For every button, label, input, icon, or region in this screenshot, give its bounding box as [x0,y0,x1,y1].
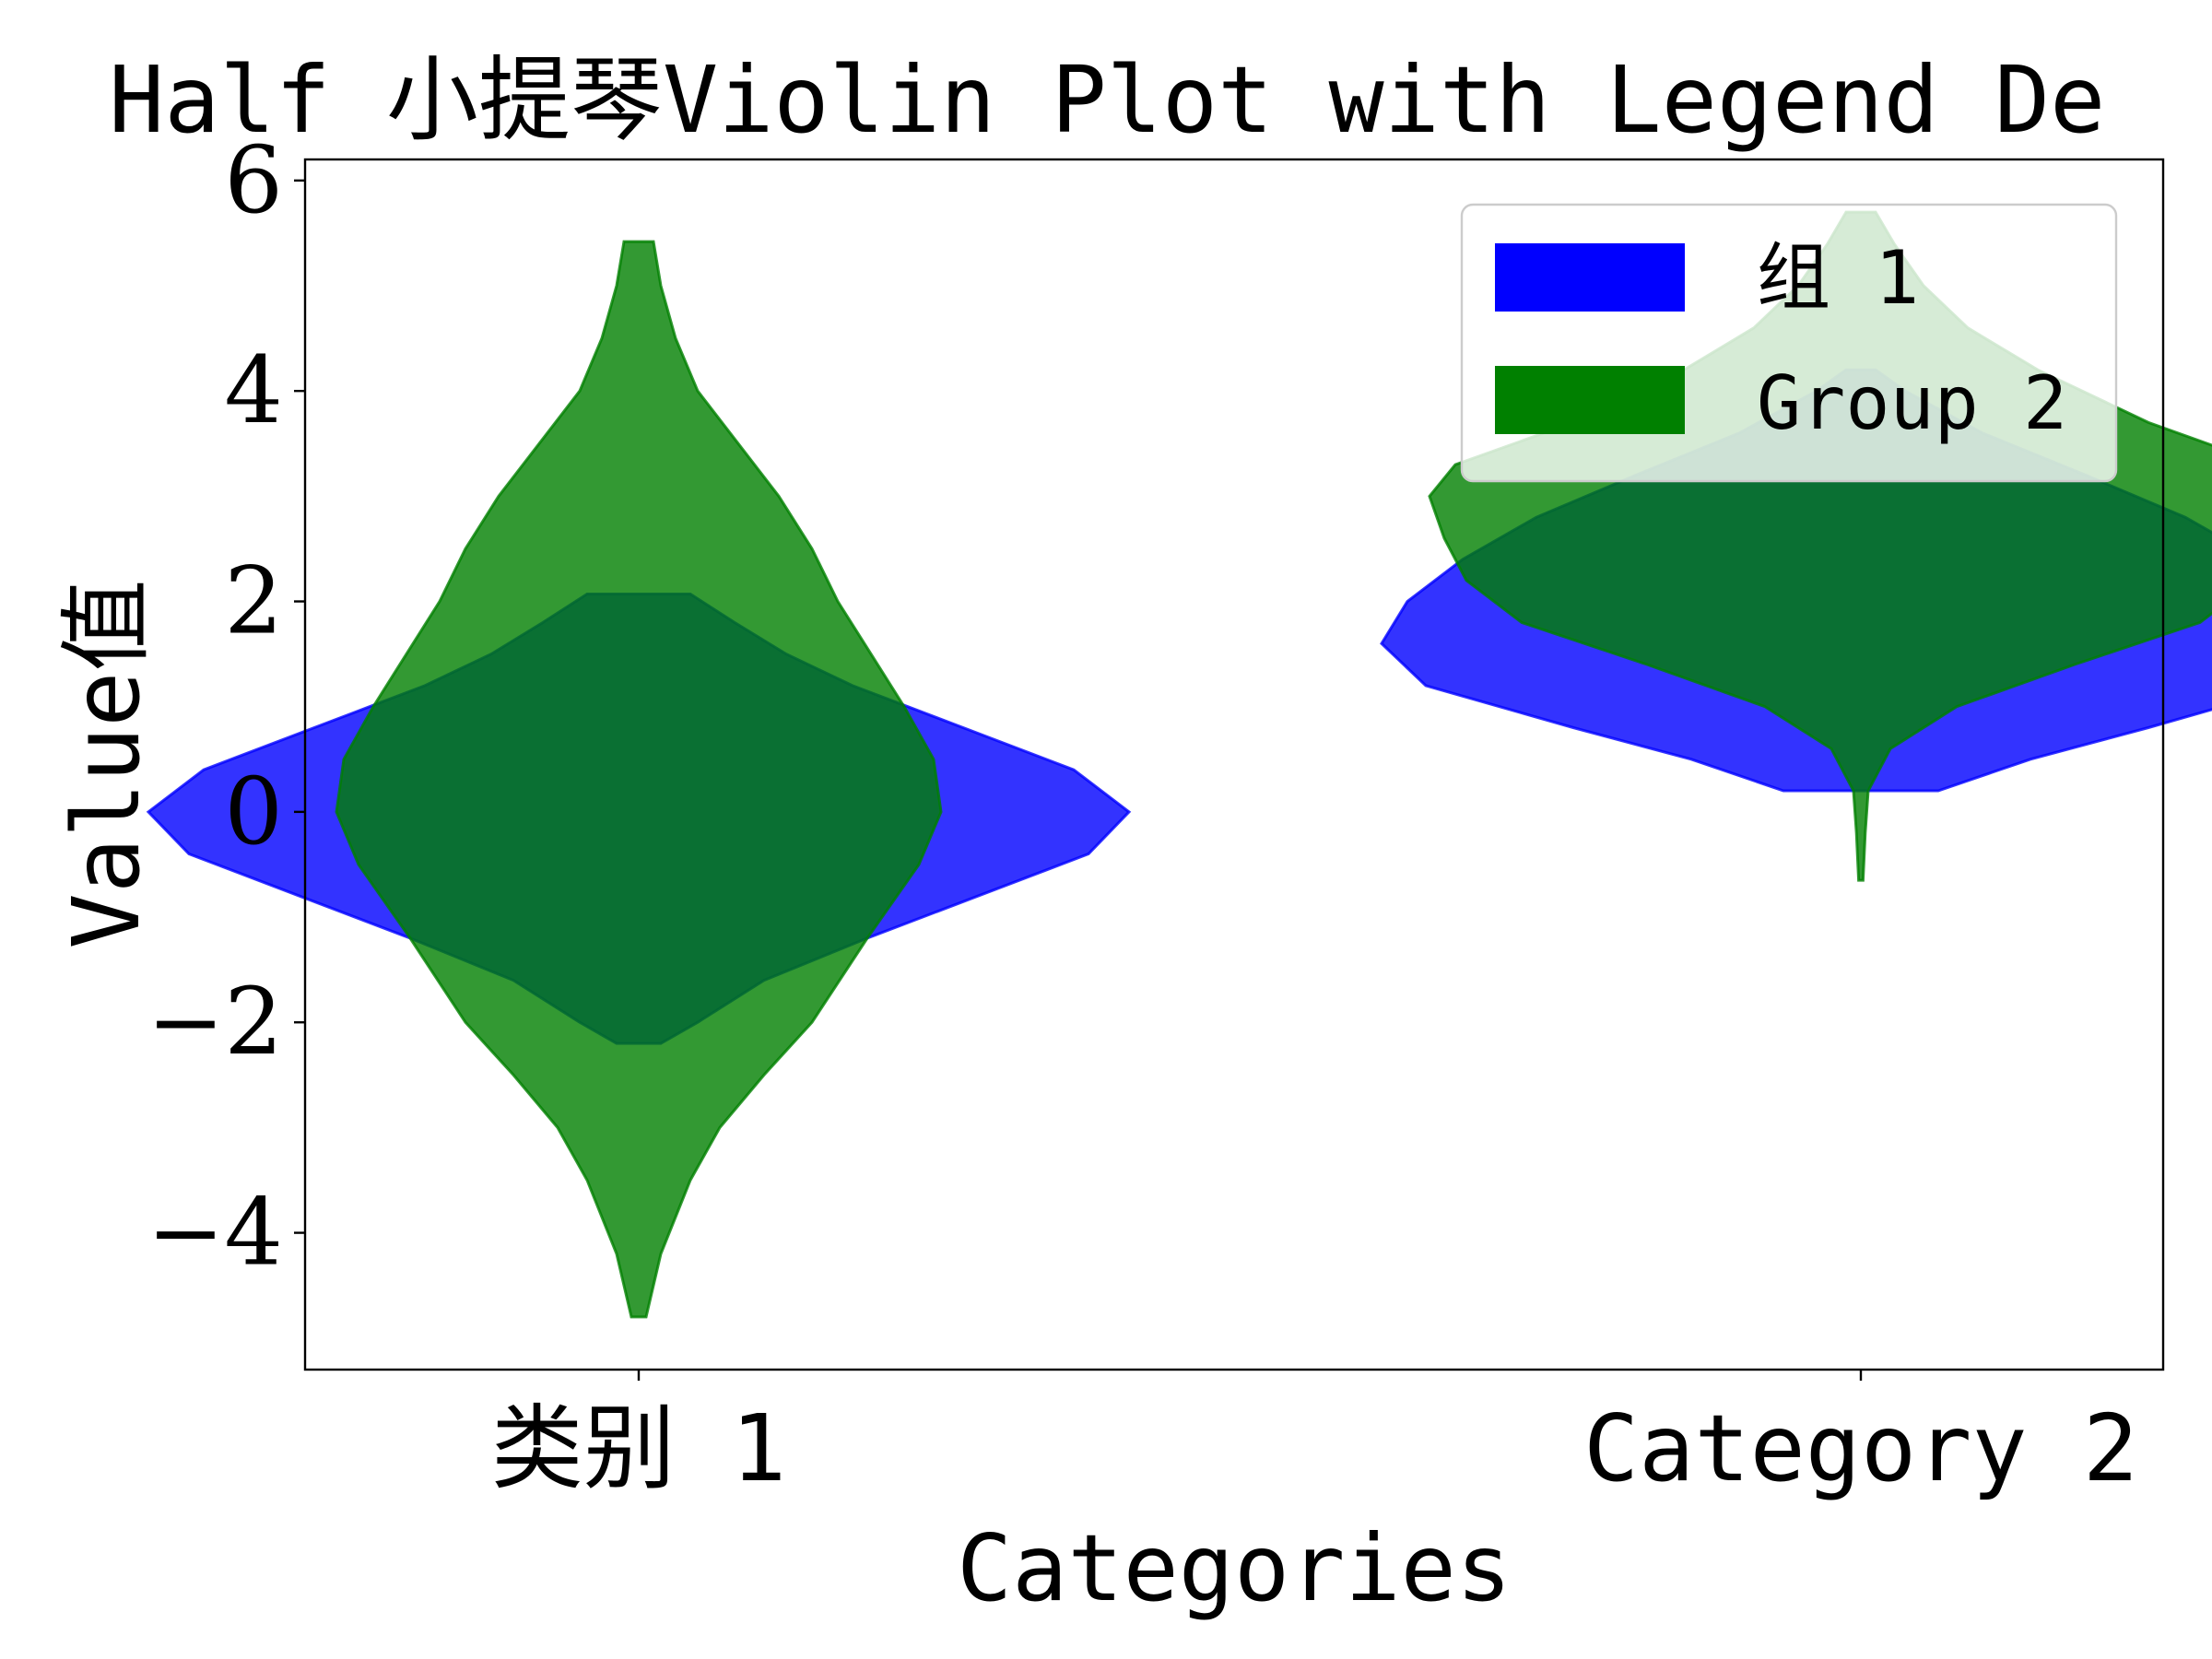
legend-label-group-1: 组 1 [1757,235,1919,321]
x-axis-label: Categories [957,1514,1512,1622]
chart-title: Half 小提琴Violin Plot with Legend De [109,46,2105,154]
ticks-layer: −4 −2 0 2 4 6 类别 1 Category 2 [147,126,2138,1502]
legend-label-group-2: Group 2 [1757,360,2067,446]
y-tick-label: −2 [147,968,283,1076]
y-tick-label: 0 [224,758,283,865]
legend: 组 1 Group 2 [1460,203,2118,483]
x-tick-label: 类别 1 [491,1394,786,1502]
plot-frame [303,158,2165,1371]
y-tick-label: 2 [224,547,283,655]
legend-swatch-group-2 [1495,366,1685,434]
legend-swatch-group-1 [1495,243,1685,312]
y-tick-label: 4 [224,336,283,444]
y-axis-label: Value值 [53,579,160,948]
x-tick-label: Category 2 [1583,1394,2138,1502]
violin-series-2-category-1 [335,240,943,1319]
y-tick-label: 6 [224,126,283,234]
y-tick-label: −4 [147,1179,283,1287]
